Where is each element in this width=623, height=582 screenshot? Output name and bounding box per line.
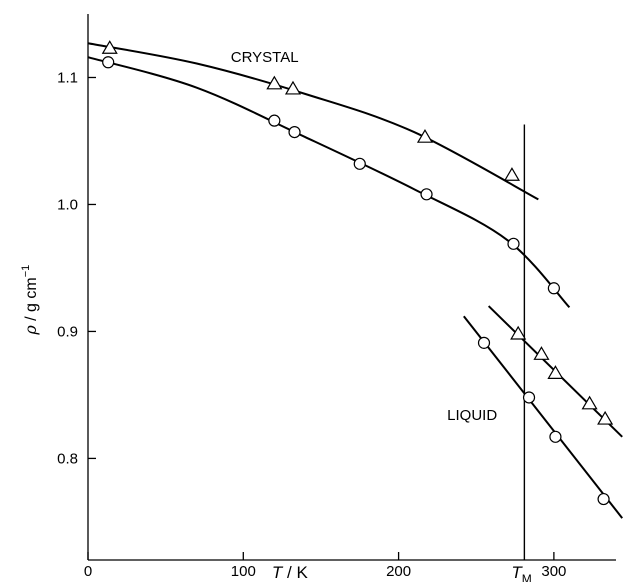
circle-marker — [268, 114, 281, 127]
triangle-marker — [503, 167, 520, 181]
circle-marker — [597, 492, 610, 506]
triangle-marker — [416, 128, 434, 143]
triangle-marker — [597, 410, 614, 425]
y-tick-label: 0.8 — [57, 450, 78, 467]
x-axis-symbol: T — [272, 563, 284, 582]
y-tick-label: 1.1 — [57, 69, 78, 86]
data-markers — [101, 40, 614, 506]
x-tick-label: 300 — [541, 563, 566, 580]
tm-symbol: T — [511, 563, 523, 582]
x-tick-label: 0 — [84, 563, 92, 580]
circle-marker — [547, 282, 560, 295]
circle-marker — [420, 188, 433, 201]
triangle-marker — [581, 395, 598, 410]
x-axis-unit: / K — [282, 563, 308, 582]
tm-subscript: M — [522, 572, 532, 582]
x-axis-label: T / K — [272, 563, 309, 582]
x-tick-label: 200 — [386, 563, 411, 580]
circle-marker — [353, 157, 366, 170]
y-axis-unit-sup: −1 — [20, 265, 32, 278]
crystal-label: CRYSTAL — [231, 49, 299, 66]
y-tick-label: 1.0 — [57, 196, 78, 213]
triangle-marker — [547, 365, 564, 379]
triangle-marker — [266, 75, 283, 90]
y-axis-unit: / g cm — [23, 277, 40, 325]
triangle-marker — [533, 346, 550, 360]
circle-marker — [549, 430, 562, 443]
liquid-label: LIQUID — [447, 407, 497, 424]
axes: 0 100 200 300 0.8 0.9 1.0 1.1 — [57, 14, 616, 580]
y-axis-label: ρ / g cm−1 — [20, 265, 40, 336]
chart-labels: CRYSTAL LIQUID T / K ρ / g cm−1 TM — [20, 49, 532, 582]
y-tick-label: 0.9 — [57, 323, 78, 340]
circle-marker — [507, 237, 520, 250]
fit-curve — [463, 315, 623, 519]
circle-marker — [102, 56, 115, 69]
circle-marker — [477, 336, 491, 349]
fit-curves — [87, 42, 623, 519]
x-tick-label: 100 — [231, 563, 256, 580]
triangle-marker — [284, 80, 302, 95]
circle-marker — [522, 391, 536, 404]
melting-temperature-label: TM — [511, 563, 531, 582]
fit-curve — [87, 42, 539, 201]
triangle-marker — [510, 325, 527, 340]
fit-curve — [87, 56, 571, 308]
triangle-marker — [101, 40, 118, 54]
circle-marker — [288, 125, 301, 139]
y-axis-symbol: ρ — [21, 325, 40, 336]
